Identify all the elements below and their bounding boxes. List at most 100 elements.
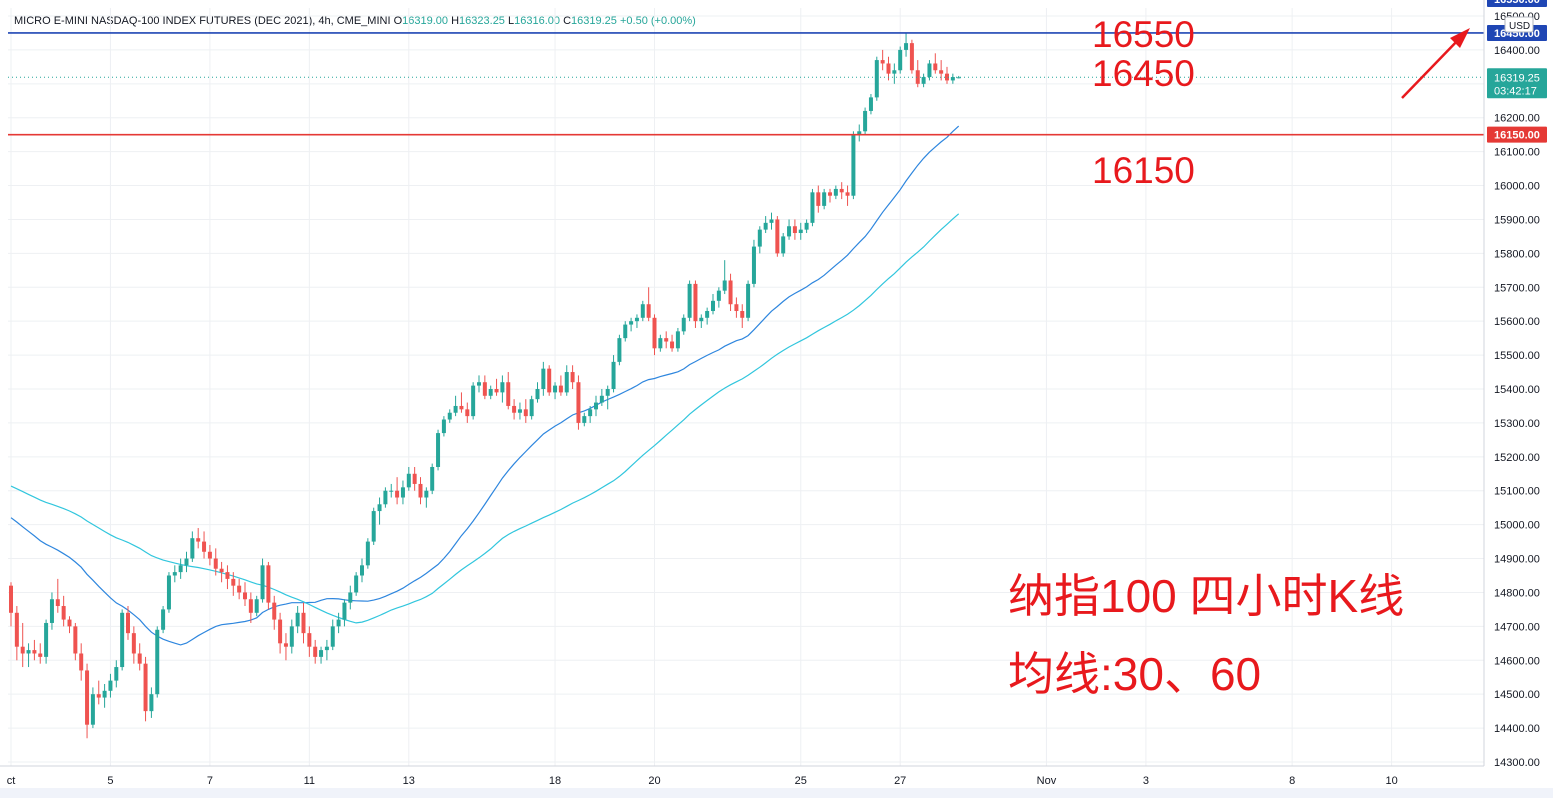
time-axis[interactable]: ct 5 7 11 13 18 20 25 27 Nov 3 8 10 xyxy=(0,765,1553,798)
candle xyxy=(272,595,277,630)
candle xyxy=(816,185,821,213)
candle xyxy=(851,131,856,200)
candle-body xyxy=(61,606,66,620)
candle-body xyxy=(904,43,909,50)
price-tick-label: 14600.00 xyxy=(1494,655,1540,667)
candle xyxy=(49,592,54,630)
candle-body xyxy=(558,385,563,393)
price-tick-label: 15200.00 xyxy=(1494,452,1540,464)
candle xyxy=(629,317,634,332)
candle xyxy=(395,477,400,505)
candle xyxy=(231,572,236,596)
candle-body xyxy=(471,385,476,417)
candle xyxy=(904,32,909,57)
candle-body xyxy=(781,236,786,254)
candle xyxy=(412,466,417,491)
candle xyxy=(336,612,341,634)
candle-body xyxy=(588,409,593,417)
candle xyxy=(945,66,949,84)
candle xyxy=(634,314,639,328)
price-tick-label: 14800.00 xyxy=(1494,587,1540,599)
price-axis[interactable]: 14300.00 14400.00 14500.00 14600.00 14700.00… xyxy=(1483,0,1547,769)
candle xyxy=(763,216,768,234)
candle xyxy=(131,626,136,664)
price-tick-label: 15700.00 xyxy=(1494,282,1540,294)
candle xyxy=(26,643,31,668)
currency-label: USD xyxy=(1509,21,1530,32)
candle xyxy=(798,222,803,240)
close-label: C xyxy=(563,15,572,27)
price-tick-label: 15500.00 xyxy=(1494,350,1540,362)
candle-body xyxy=(634,317,639,322)
candle xyxy=(734,297,739,318)
candle xyxy=(687,280,692,322)
candle-body xyxy=(687,283,692,318)
candle xyxy=(950,73,955,84)
candles xyxy=(8,32,1484,739)
change-value: +0.50 (+0.00%) xyxy=(619,15,696,27)
candle-body xyxy=(681,317,686,332)
candle-body xyxy=(892,70,897,74)
candle-body xyxy=(348,592,353,603)
level-annotation: 16450 xyxy=(1092,53,1195,94)
candle-body xyxy=(459,405,464,410)
candle xyxy=(839,182,844,200)
price-tick-label: 14900.00 xyxy=(1494,554,1540,566)
candle-body xyxy=(301,612,306,634)
candle xyxy=(845,185,850,206)
candle-body xyxy=(746,283,751,318)
candle-body xyxy=(155,629,160,695)
candle-body xyxy=(868,97,873,111)
candle-body xyxy=(722,280,727,291)
candle xyxy=(360,558,364,583)
candle-body xyxy=(184,558,189,566)
candle xyxy=(243,582,247,607)
candle-body xyxy=(512,405,517,413)
horizontal-levels[interactable] xyxy=(8,0,1484,136)
candle-body xyxy=(898,49,903,71)
candle-body xyxy=(646,304,651,318)
price-tick-label: 15300.00 xyxy=(1494,418,1540,430)
candle-body xyxy=(126,612,130,634)
candle xyxy=(664,331,669,349)
candle-body xyxy=(295,612,300,627)
candle-body xyxy=(225,572,230,579)
candle xyxy=(833,185,838,200)
candle xyxy=(640,300,645,322)
candle xyxy=(787,219,792,240)
candle xyxy=(79,643,84,681)
candle xyxy=(781,233,786,257)
candle xyxy=(915,60,920,88)
price-tick-label: 16200.00 xyxy=(1494,113,1540,125)
candle-body xyxy=(564,372,569,393)
candle xyxy=(898,46,903,74)
candle xyxy=(213,548,218,576)
candle-body xyxy=(166,575,171,610)
candle xyxy=(196,528,201,549)
candle-body xyxy=(365,541,370,566)
candle xyxy=(751,239,756,288)
chart-caption-ma: 均线:30、60 xyxy=(1008,648,1261,700)
price-tick-label: 15600.00 xyxy=(1494,316,1540,328)
candle xyxy=(319,646,324,664)
candle xyxy=(260,558,265,603)
candle xyxy=(389,483,394,498)
candle-body xyxy=(26,650,31,654)
time-tick-label: 27 xyxy=(894,775,906,787)
candle xyxy=(424,487,429,508)
candle-body xyxy=(477,382,481,386)
candle xyxy=(529,395,534,420)
candle-body xyxy=(102,690,107,698)
candle xyxy=(582,412,587,427)
candle-body xyxy=(283,643,288,647)
candle-body xyxy=(49,599,54,623)
candle xyxy=(623,321,628,342)
candle xyxy=(219,561,224,583)
candle-body xyxy=(775,219,780,254)
candle-body xyxy=(787,226,792,237)
candle xyxy=(108,673,113,698)
trend-arrow-head xyxy=(1450,28,1470,48)
candle xyxy=(804,219,809,234)
